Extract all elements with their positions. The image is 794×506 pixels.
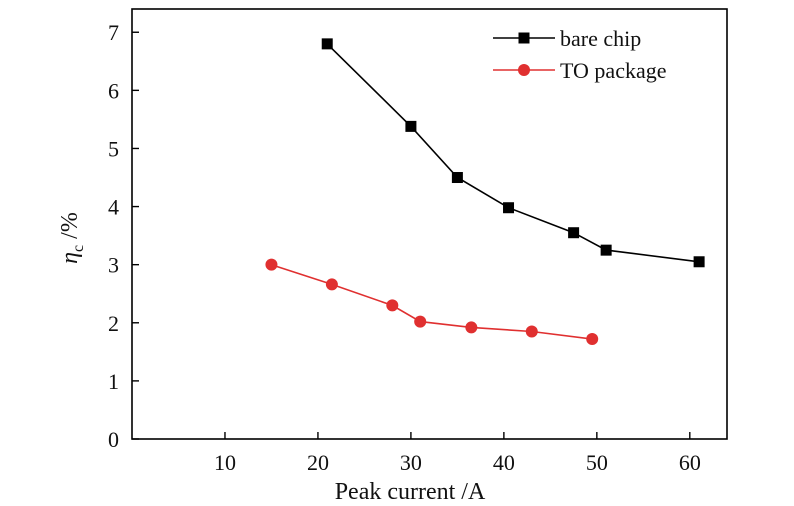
data-point xyxy=(451,172,463,184)
y-tick-label: 4 xyxy=(108,195,119,220)
data-point xyxy=(568,227,580,239)
data-point xyxy=(405,120,417,132)
legend-label: TO package xyxy=(560,58,667,83)
legend-label: bare chip xyxy=(560,26,641,51)
x-axis-ticks: 10 20 30 40 50 60 xyxy=(214,432,701,475)
plot-frame xyxy=(131,8,728,440)
x-tick-label: 10 xyxy=(214,450,236,475)
x-tick-label: 30 xyxy=(400,450,422,475)
y-tick-label: 6 xyxy=(108,78,119,103)
legend-marker xyxy=(518,32,530,44)
legend-item: TO package xyxy=(493,58,667,83)
y-tick-label: 3 xyxy=(108,253,119,278)
y-tick-label: 0 xyxy=(108,427,119,452)
data-point xyxy=(525,325,538,338)
x-tick-label: 50 xyxy=(586,450,608,475)
y-axis-title: ηc /% xyxy=(57,212,87,264)
series-2 xyxy=(265,258,599,346)
data-point xyxy=(586,333,599,346)
y-tick-label: 1 xyxy=(108,369,119,394)
legend-item: bare chip xyxy=(493,26,641,51)
data-point xyxy=(465,321,478,334)
data-point xyxy=(265,258,278,271)
legend: bare chip TO package xyxy=(493,26,667,83)
legend-marker xyxy=(518,64,530,76)
y-axis-symbol: η xyxy=(57,252,83,264)
y-axis-ticks: 0 1 2 3 4 5 6 7 xyxy=(108,20,139,452)
data-point xyxy=(503,202,515,214)
y-tick-label: 2 xyxy=(108,311,119,336)
plot-area-border xyxy=(131,8,728,440)
series-line xyxy=(271,263,593,340)
data-point xyxy=(414,315,427,328)
x-tick-label: 40 xyxy=(493,450,515,475)
data-point xyxy=(693,256,705,268)
series-1 xyxy=(321,38,705,268)
y-axis-subscript: c xyxy=(70,245,87,252)
data-point xyxy=(386,299,399,312)
x-tick-label: 60 xyxy=(679,450,701,475)
x-tick-label: 20 xyxy=(307,450,329,475)
data-point xyxy=(600,244,612,256)
y-tick-label: 5 xyxy=(108,136,119,161)
x-axis-title: Peak current /A xyxy=(335,479,486,505)
y-tick-label: 7 xyxy=(108,20,119,45)
series-layer xyxy=(265,38,705,346)
data-point xyxy=(325,278,338,291)
data-point xyxy=(321,38,333,50)
y-axis-unit: /% xyxy=(57,212,83,245)
